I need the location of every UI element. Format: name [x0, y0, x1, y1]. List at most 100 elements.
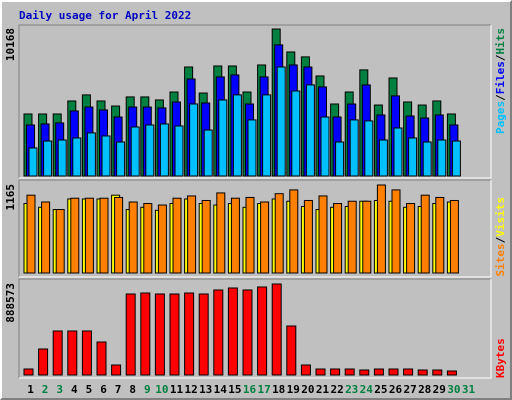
- x-tick-label: 31: [462, 383, 476, 396]
- panel-edge-dark: [18, 179, 491, 277]
- bar: [432, 369, 443, 376]
- bar: [227, 287, 238, 376]
- y-tick-label: 888573: [4, 283, 17, 323]
- bar: [437, 139, 447, 177]
- bar: [262, 94, 272, 177]
- x-tick-label: 22: [330, 383, 343, 396]
- bar: [145, 124, 155, 177]
- legend-entry: Pages: [494, 101, 507, 134]
- bar: [318, 195, 328, 274]
- bar: [81, 330, 92, 376]
- bar: [169, 293, 180, 376]
- bar: [189, 103, 199, 177]
- x-tick-label: 2: [42, 383, 49, 396]
- bar: [187, 195, 197, 274]
- bar: [41, 201, 51, 274]
- bar: [376, 184, 386, 274]
- bar: [391, 189, 401, 274]
- x-tick-label: 7: [115, 383, 122, 396]
- y-tick-label: 1165: [4, 184, 17, 211]
- bar: [373, 368, 384, 376]
- bar: [420, 194, 430, 274]
- bar: [28, 147, 38, 177]
- bar: [388, 368, 399, 376]
- panel-edge-dark: [18, 278, 491, 378]
- bar: [198, 293, 209, 376]
- bar: [333, 203, 343, 274]
- legend-separator: /: [494, 54, 507, 61]
- bar: [140, 292, 151, 376]
- x-tick-label: 18: [272, 383, 285, 396]
- bar: [201, 199, 211, 274]
- bar: [349, 119, 359, 177]
- bar: [130, 126, 140, 177]
- x-tick-label: 29: [433, 383, 446, 396]
- legend-entry: Sites: [494, 243, 507, 276]
- legend-entry: Visits: [494, 197, 507, 237]
- bar: [362, 200, 372, 274]
- bar: [116, 141, 126, 177]
- bar: [26, 194, 36, 274]
- x-tick-label: 25: [374, 383, 387, 396]
- bar: [393, 127, 403, 177]
- bar: [111, 364, 122, 376]
- bar: [276, 66, 286, 177]
- x-tick-label: 26: [389, 383, 403, 396]
- bar: [154, 293, 165, 376]
- bar: [55, 209, 65, 274]
- bar: [305, 84, 315, 177]
- bar: [320, 116, 330, 177]
- bar: [159, 123, 169, 177]
- bar: [417, 369, 428, 376]
- x-tick-label: 9: [144, 383, 151, 396]
- bar: [232, 94, 242, 177]
- x-tick-label: 15: [228, 383, 241, 396]
- x-tick-label: 13: [199, 383, 212, 396]
- chart-title: Daily usage for April 2022: [19, 9, 191, 22]
- bar: [406, 203, 416, 274]
- bar: [315, 368, 326, 376]
- bar: [125, 293, 136, 376]
- bar: [446, 370, 457, 376]
- x-tick-label: 14: [214, 383, 228, 396]
- bar: [184, 292, 195, 376]
- bar: [114, 196, 124, 274]
- x-tick-label: 12: [184, 383, 197, 396]
- bar: [451, 140, 461, 177]
- bar: [330, 368, 341, 376]
- x-tick-label: 11: [170, 383, 184, 396]
- bar: [101, 135, 111, 177]
- panel-edge-dark: [18, 24, 491, 178]
- bar: [174, 125, 184, 177]
- bar: [245, 196, 255, 274]
- bar: [38, 348, 49, 376]
- legend: Sites/Visits: [494, 197, 507, 277]
- bar: [403, 368, 414, 376]
- bar: [344, 368, 355, 376]
- panel-edge-light: [19, 279, 492, 379]
- bar: [43, 140, 53, 177]
- legend: Pages/Files/Hits: [494, 28, 507, 134]
- x-tick-label: 4: [71, 383, 78, 396]
- bar: [303, 199, 313, 274]
- panel-edge-light: [19, 25, 492, 179]
- bar: [143, 203, 153, 274]
- x-tick-label: 30: [447, 383, 460, 396]
- x-tick-label: 28: [418, 383, 431, 396]
- x-tick-label: 16: [243, 383, 257, 396]
- bar: [203, 129, 213, 177]
- legend-entry: Files: [494, 61, 507, 94]
- bar: [449, 199, 459, 274]
- legend: KBytes: [494, 338, 507, 378]
- bar: [435, 196, 445, 274]
- bar: [286, 325, 297, 376]
- bar: [213, 289, 224, 376]
- bar: [364, 120, 374, 177]
- bar: [52, 330, 63, 376]
- x-tick-label: 17: [257, 383, 270, 396]
- legend-separator: /: [494, 94, 507, 101]
